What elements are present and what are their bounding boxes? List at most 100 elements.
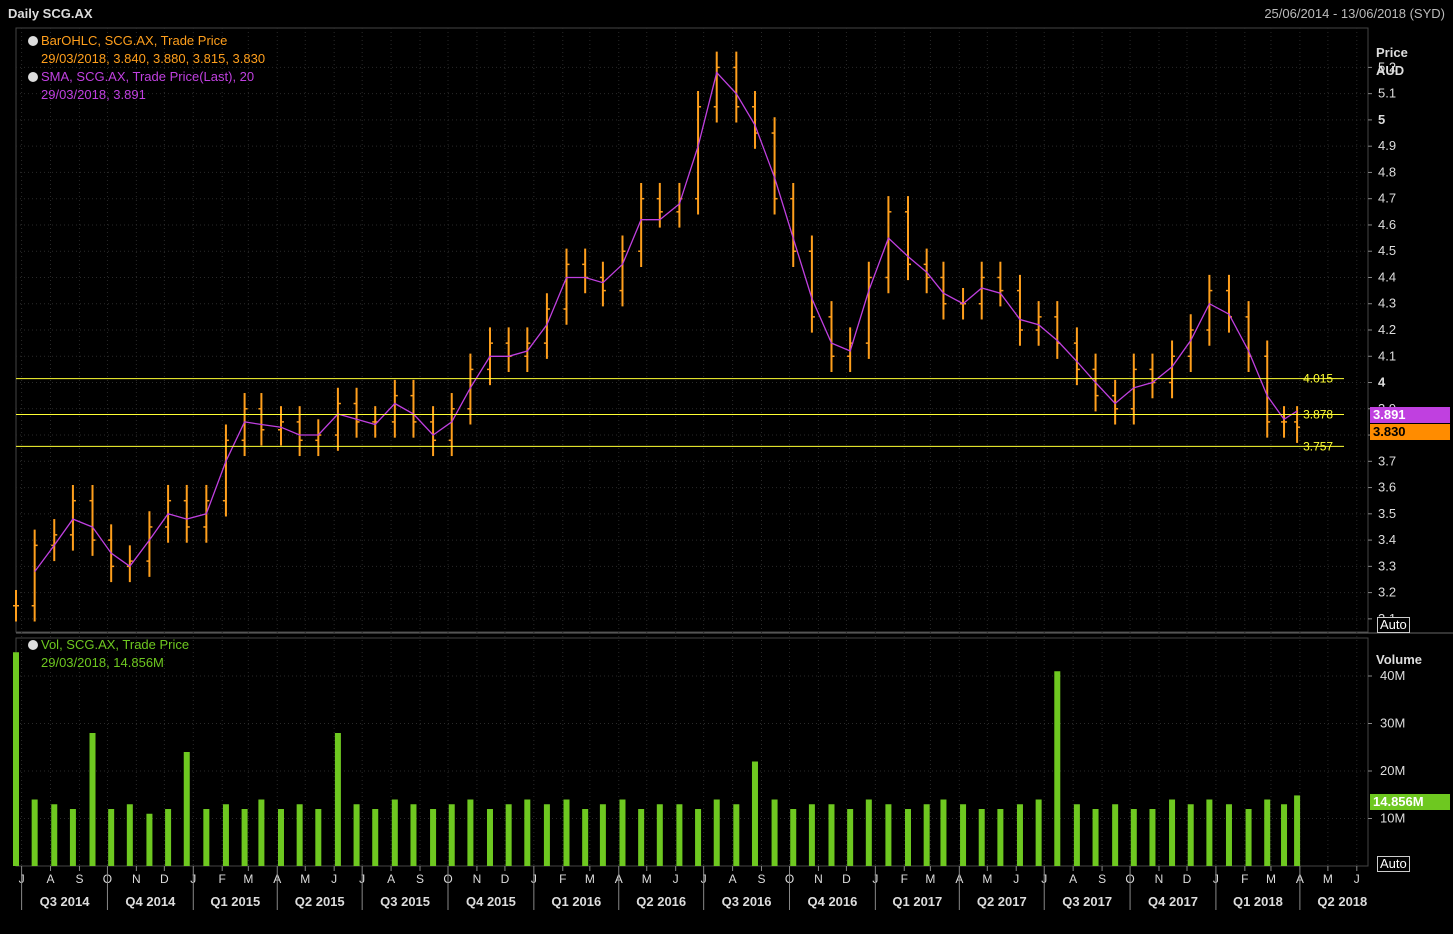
volume-tick-label: 30M: [1380, 716, 1405, 731]
volume-bar: [905, 809, 912, 866]
volume-bar: [1073, 804, 1080, 866]
quarter-label: Q2 2016: [636, 894, 686, 909]
volume-bar: [1130, 809, 1137, 866]
quarter-label: Q2 2018: [1317, 894, 1367, 909]
volume-bar: [1206, 799, 1213, 866]
volume-bar: [1294, 795, 1301, 866]
volume-bar: [108, 809, 115, 866]
volume-bar: [847, 809, 854, 866]
date-range: 25/06/2014 - 13/06/2018 (SYD): [1264, 6, 1445, 21]
volume-bar: [885, 804, 892, 866]
legend-toggle-icon[interactable]: [28, 72, 38, 82]
month-label: M: [585, 872, 595, 886]
volume-bar: [1112, 804, 1119, 866]
volume-bar: [1264, 799, 1271, 866]
level-label: 3.757: [1303, 439, 1333, 453]
month-label: J: [673, 872, 679, 886]
legend-toggle-icon[interactable]: [28, 36, 38, 46]
month-label: J: [331, 872, 337, 886]
month-label: S: [758, 872, 766, 886]
month-label: F: [559, 872, 566, 886]
volume-legend-name: Vol, SCG.AX, Trade Price: [41, 637, 190, 652]
price-tick-label: 3.5: [1378, 506, 1396, 521]
volume-bar: [410, 804, 417, 866]
month-label: M: [1323, 872, 1333, 886]
volume-bar: [505, 804, 512, 866]
volume-bar: [1281, 804, 1288, 866]
volume-bar: [353, 804, 360, 866]
volume-bar: [1092, 809, 1099, 866]
volume-bar: [486, 809, 493, 866]
volume-bar: [790, 809, 797, 866]
volume-bar: [1245, 809, 1252, 866]
sma-legend-name: SMA, SCG.AX, Trade Price(Last), 20: [41, 69, 255, 84]
price-tick-label: 5.2: [1378, 59, 1396, 74]
volume-bar: [258, 799, 265, 866]
price-tick-label: 5.1: [1378, 86, 1396, 101]
price-tick-label: 4.1: [1378, 348, 1396, 363]
volume-bar: [203, 809, 210, 866]
month-label: F: [901, 872, 908, 886]
price-tick-label: 4.6: [1378, 217, 1396, 232]
price-tick-label: 4: [1378, 375, 1386, 390]
quarter-label: Q3 2016: [722, 894, 772, 909]
quarter-label: Q4 2016: [807, 894, 857, 909]
volume-bar: [676, 804, 683, 866]
volume-bar: [1035, 799, 1042, 866]
volume-bar: [771, 799, 778, 866]
month-label: M: [1266, 872, 1276, 886]
volume-auto-button[interactable]: Auto: [1377, 856, 1410, 872]
volume-bar: [165, 809, 172, 866]
price-tick-label: 3.4: [1378, 532, 1396, 547]
volume-bar: [315, 809, 322, 866]
month-label: A: [387, 872, 395, 886]
volume-bar: [1187, 804, 1194, 866]
volume-bar: [543, 804, 550, 866]
quarter-label: Q1 2017: [892, 894, 942, 909]
sma-line: [34, 71, 1298, 572]
sma-legend-values: 29/03/2018, 3.891: [41, 87, 146, 102]
volume-bar: [865, 799, 872, 866]
month-label: M: [642, 872, 652, 886]
price-axis-title: Price AUD: [1376, 44, 1408, 80]
volume-bar: [146, 813, 153, 866]
volume-bar: [656, 804, 663, 866]
month-label: N: [1155, 872, 1164, 886]
month-label: N: [132, 872, 141, 886]
volume-bar: [751, 761, 758, 866]
volume-bar: [599, 804, 606, 866]
month-label: M: [300, 872, 310, 886]
volume-bar: [582, 809, 589, 866]
title-bar: Daily SCG.AX 25/06/2014 - 13/06/2018 (SY…: [0, 0, 1453, 24]
volume-bar: [733, 804, 740, 866]
volume-bar: [808, 804, 815, 866]
price-tick-label: 4.8: [1378, 164, 1396, 179]
volume-legend: Vol, SCG.AX, Trade Price 29/03/2018, 14.…: [28, 636, 189, 672]
volume-bar: [978, 809, 985, 866]
volume-value-badge: 14.856M: [1370, 794, 1450, 810]
volume-bar: [241, 809, 248, 866]
volume-bar: [923, 804, 930, 866]
price-auto-button[interactable]: Auto: [1377, 617, 1410, 633]
month-label: J: [1354, 872, 1360, 886]
month-label: D: [1183, 872, 1192, 886]
legend-toggle-icon[interactable]: [28, 640, 38, 650]
month-label: A: [1069, 872, 1077, 886]
volume-bar: [713, 799, 720, 866]
volume-bar: [1149, 809, 1156, 866]
price-tick-label: 4.4: [1378, 269, 1396, 284]
volume-tick-label: 20M: [1380, 763, 1405, 778]
volume-bar: [638, 809, 645, 866]
price-tick-label: 4.9: [1378, 138, 1396, 153]
volume-bar: [960, 804, 967, 866]
price-tick-label: 4.5: [1378, 243, 1396, 258]
volume-bar: [13, 652, 19, 866]
volume-bar: [183, 752, 190, 866]
volume-tick-label: 40M: [1380, 668, 1405, 683]
volume-bar: [51, 804, 58, 866]
quarter-label: Q2 2017: [977, 894, 1027, 909]
quarter-label: Q3 2014: [40, 894, 91, 909]
month-label: N: [473, 872, 482, 886]
sma-value-badge: 3.891: [1370, 407, 1450, 423]
